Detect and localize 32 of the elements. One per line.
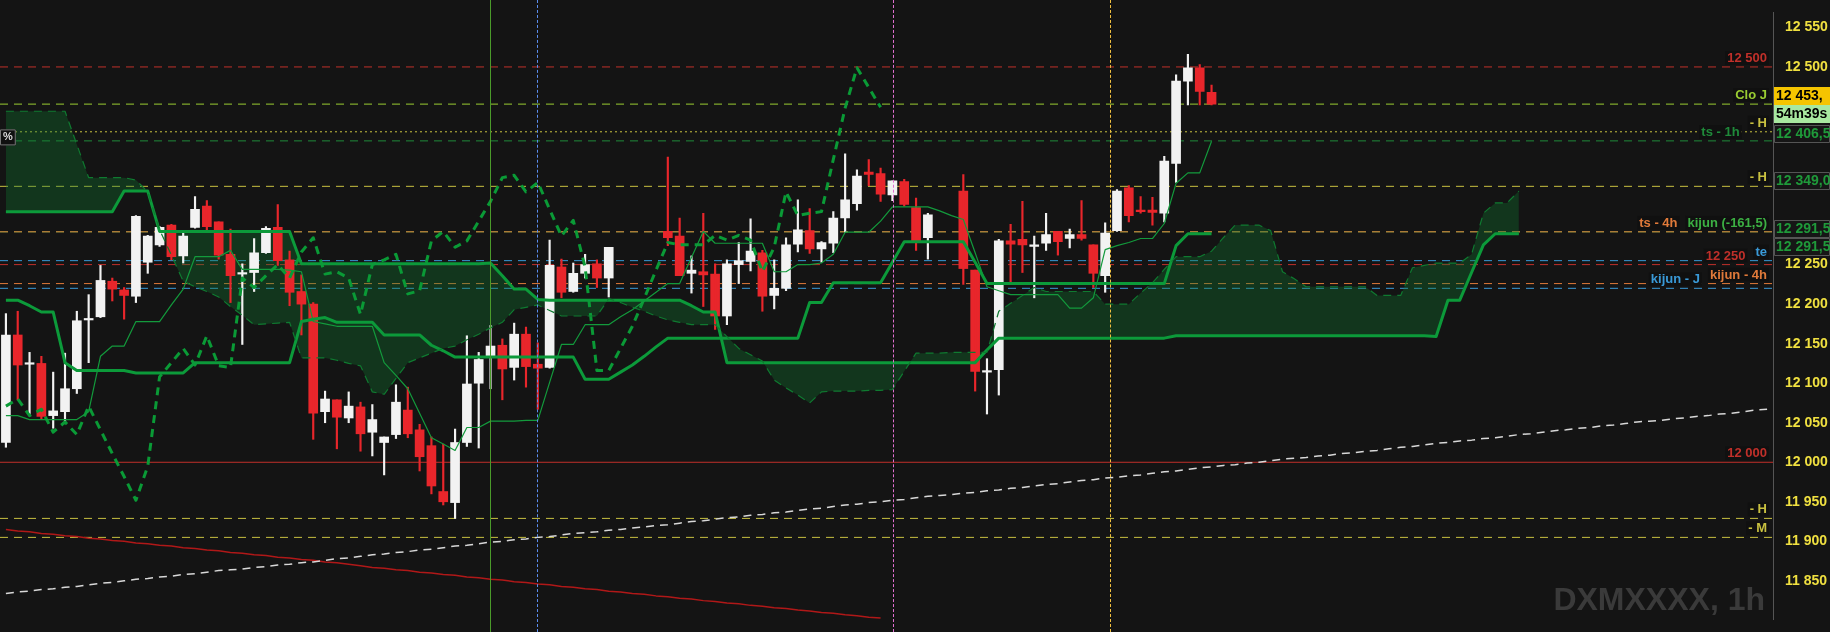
y-tick-label: 12 150 (1785, 334, 1829, 351)
ref-line-label: te (1755, 243, 1767, 259)
annotation: % (3, 130, 13, 143)
ref-line-label: 12 250 (1705, 247, 1746, 263)
ref-line-label: kijun (-161,5) (1687, 214, 1767, 230)
text: 12 349,0 (1776, 171, 1830, 188)
text: 12 453, (1776, 86, 1823, 103)
ref-line-label: Clo J (1735, 87, 1767, 103)
ref-line-label: - H (1749, 169, 1767, 185)
text: 54m39s (1776, 104, 1828, 121)
text: 12 406,5 (1776, 124, 1830, 141)
y-tick-label: 12 200 (1785, 295, 1829, 311)
y-tick-label: 12 100 (1785, 374, 1829, 391)
ref-line-label: 12 500 (1727, 50, 1767, 66)
y-tick-label: 11 950 (1785, 492, 1828, 509)
text: 12 291,5 (1776, 237, 1830, 254)
ref-line-label: ts - 4h (1639, 214, 1678, 230)
y-tick-label: 12 500 (1785, 57, 1829, 74)
text: 12 291,5 (1776, 219, 1830, 236)
y-tick-label: 11 850 (1785, 571, 1828, 588)
y-tick-label: 12 000 (1785, 453, 1829, 470)
y-tick-label: 11 900 (1785, 532, 1828, 549)
ref-line-label: - H (1749, 114, 1767, 130)
ref-line-label: kijun - 4h (1709, 266, 1768, 282)
ref-line-label: 12 000 (1727, 445, 1767, 461)
ref-line-label: ts - 1h (1701, 123, 1740, 139)
y-tick-label: 12 550 (1785, 18, 1829, 35)
y-tick-label: 12 250 (1785, 255, 1829, 272)
ref-line-label: - H (1749, 501, 1767, 517)
ref-line-label: - M (1748, 520, 1767, 536)
ref-line-label: kijun - J (1650, 271, 1700, 287)
y-tick-label: 12 050 (1785, 413, 1829, 430)
